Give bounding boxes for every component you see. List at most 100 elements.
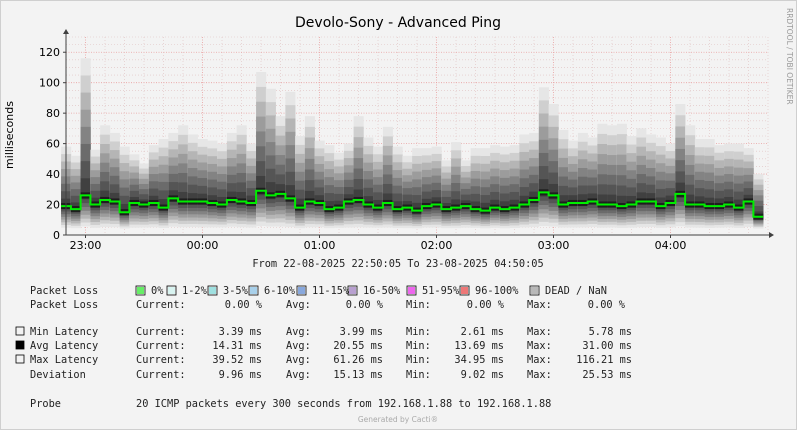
sample-bar bbox=[363, 137, 374, 228]
loss-swatch bbox=[209, 287, 216, 294]
stat-min-label: Min: bbox=[406, 299, 431, 311]
stat-current-value: 14.31 ms bbox=[212, 340, 262, 352]
sample-bar bbox=[451, 142, 462, 229]
sample-bar bbox=[334, 152, 345, 228]
distribution-band bbox=[538, 179, 549, 197]
loss-swatch bbox=[298, 287, 305, 294]
stat-max-value: 25.53 ms bbox=[582, 369, 632, 381]
stat-current-value: 0.00 % bbox=[225, 299, 263, 311]
latency-row: Deviation Current: 9.96 ms Avg: 15.13 ms Min:… bbox=[30, 369, 632, 381]
sample-bar bbox=[392, 146, 403, 229]
stat-avg-value: 3.99 ms bbox=[340, 326, 383, 338]
stat-max-label: Max: bbox=[527, 326, 552, 338]
y-axis-label: milliseconds bbox=[3, 101, 16, 169]
stat-current-value: 39.52 ms bbox=[212, 354, 262, 366]
latency-row-label: Avg Latency bbox=[30, 340, 98, 352]
stat-max-label: Max: bbox=[527, 299, 552, 311]
probe-label: Probe bbox=[30, 398, 61, 410]
loss-legend-label: 3-5% bbox=[223, 285, 249, 297]
distribution-band bbox=[304, 190, 315, 205]
stat-min-label: Min: bbox=[406, 326, 431, 338]
distribution-band bbox=[675, 182, 686, 198]
stat-max-label: Max: bbox=[527, 369, 552, 381]
latency-row-label: Deviation bbox=[30, 369, 86, 381]
sample-bar bbox=[226, 132, 237, 227]
stat-avg-value: 0.00 % bbox=[346, 299, 384, 311]
stat-avg-label: Avg: bbox=[286, 299, 311, 311]
loss-swatch bbox=[168, 287, 175, 294]
stat-current-label: Current: bbox=[136, 354, 186, 366]
sample-bar bbox=[109, 132, 120, 228]
sample-bar bbox=[607, 125, 618, 228]
sample-bar bbox=[197, 139, 208, 228]
avg-latency-line bbox=[61, 189, 764, 218]
chart-title: Devolo-Sony - Advanced Ping bbox=[295, 15, 501, 31]
loss-legend-label: 1-2% bbox=[182, 285, 208, 297]
loss-swatch-border bbox=[166, 285, 177, 296]
distribution-band bbox=[256, 175, 267, 196]
stat-min-label: Min: bbox=[406, 369, 431, 381]
distribution-band bbox=[685, 194, 696, 208]
loss-swatch bbox=[137, 287, 144, 294]
chart-subtitle: From 22-08-2025 22:50:05 To 23-08-2025 0… bbox=[252, 258, 543, 270]
sample-bar bbox=[724, 143, 735, 228]
sample-bar bbox=[343, 143, 354, 228]
sample-bar bbox=[694, 139, 705, 228]
x-tick-label: 02:00 bbox=[421, 239, 453, 252]
sample-bar bbox=[295, 136, 306, 229]
sample-bar bbox=[217, 143, 228, 228]
sample-bar bbox=[675, 104, 686, 227]
sample-bar bbox=[100, 125, 111, 227]
sample-bar bbox=[119, 146, 130, 229]
packet-loss-legend-label: Packet Loss bbox=[30, 285, 98, 297]
loss-legend-item: 3-5% bbox=[207, 285, 249, 297]
stat-min-value: 2.61 ms bbox=[461, 326, 504, 338]
sample-bar bbox=[490, 145, 501, 228]
sample-bar bbox=[70, 155, 81, 229]
sample-bar bbox=[460, 160, 471, 228]
sample-bar bbox=[304, 116, 315, 228]
stat-min-label: Min: bbox=[406, 354, 431, 366]
distribution-band bbox=[558, 195, 569, 208]
y-tick-label: 100 bbox=[39, 77, 60, 90]
sample-bar bbox=[275, 116, 286, 227]
stat-avg-label: Avg: bbox=[286, 340, 311, 352]
distribution-band bbox=[285, 185, 296, 203]
y-tick-label: 40 bbox=[46, 168, 60, 181]
sample-bar bbox=[538, 87, 549, 227]
loss-legend-item: 96-100% bbox=[459, 285, 519, 297]
sample-bar bbox=[178, 125, 189, 228]
latency-row: Max Latency Current: 39.52 ms Avg: 61.26 ms M… bbox=[15, 354, 632, 366]
x-tick-label: 03:00 bbox=[538, 239, 570, 252]
stat-current-label: Current: bbox=[136, 369, 186, 381]
distribution-band bbox=[548, 183, 559, 200]
loss-legend-label: 11-15% bbox=[312, 285, 350, 297]
stat-min-label: Min: bbox=[406, 340, 431, 352]
loss-swatch-border bbox=[347, 285, 358, 296]
loss-legend-item: 6-10% bbox=[248, 285, 296, 297]
latency-row-label: Max Latency bbox=[30, 354, 98, 366]
stat-max-value: 31.00 ms bbox=[582, 340, 632, 352]
sample-bar bbox=[314, 140, 325, 228]
sample-bar bbox=[158, 139, 169, 229]
stat-avg-label: Avg: bbox=[286, 369, 311, 381]
sample-bar bbox=[704, 139, 715, 228]
sample-bar bbox=[665, 143, 676, 228]
sample-bar bbox=[558, 129, 569, 228]
sample-bar bbox=[587, 137, 598, 228]
sample-bar bbox=[685, 125, 696, 228]
y-tick-label: 0 bbox=[53, 229, 60, 242]
loss-swatch bbox=[250, 287, 257, 294]
stat-max-label: Max: bbox=[527, 340, 552, 352]
stat-avg-value: 15.13 ms bbox=[333, 369, 383, 381]
sample-bar bbox=[353, 116, 364, 228]
sample-bar bbox=[236, 125, 247, 228]
stat-current-value: 3.39 ms bbox=[219, 326, 262, 338]
loss-swatch-border bbox=[248, 285, 259, 296]
stat-current-value: 9.96 ms bbox=[219, 369, 262, 381]
distribution-band bbox=[353, 189, 364, 204]
packet-loss-legend-items: 0% 1-2% 3-5% 6-10% 11-15% 16-50% 51-95% 96-100%… bbox=[135, 285, 607, 297]
packet-loss-stats: Packet Loss Current: 0.00 % Avg: 0.00 % … bbox=[30, 299, 626, 311]
loss-swatch bbox=[408, 287, 415, 294]
footer-generated-by: Generated by Cacti® bbox=[358, 415, 438, 424]
